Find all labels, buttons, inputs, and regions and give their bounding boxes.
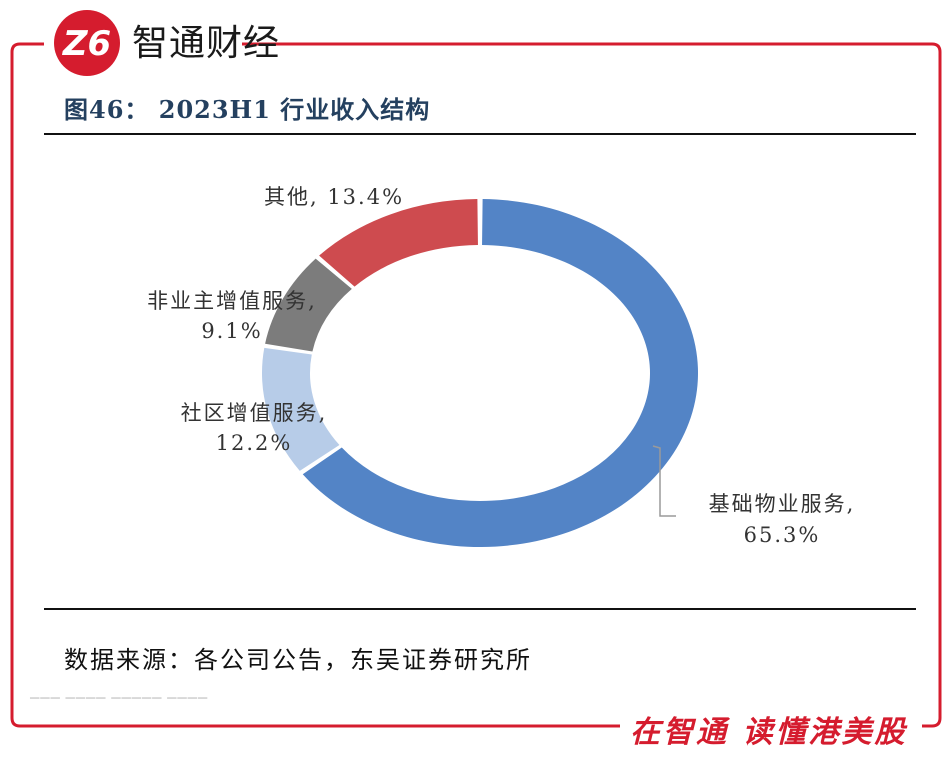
donut-slice-2	[265, 258, 352, 352]
source-note: 数据来源：各公司公告，东吴证券研究所	[64, 646, 532, 674]
figure-title: 图46： 2023H1 行业收入结构	[64, 95, 431, 124]
svg-text:Z6: Z6	[62, 24, 111, 64]
brand-name: 智通财经	[132, 23, 281, 64]
donut-chart: 基础物业服务, 65.3% 社区增值服务, 12.2% 非业主增值服务, 9.1% 其他, …	[147, 185, 856, 548]
top-rule	[44, 133, 916, 135]
slice-value-1: 12.2%	[216, 431, 293, 455]
donut-slice-3	[319, 199, 478, 287]
brand-logo-icon: Z6	[54, 10, 120, 76]
slice-label-3: 其他, 13.4%	[264, 185, 404, 209]
brand-slogan: 在智通 读懂港美股	[630, 715, 908, 750]
slice-value-0: 65.3%	[744, 523, 821, 547]
leader-line	[652, 445, 676, 517]
slice-label-2: 非业主增值服务,	[147, 289, 317, 313]
slice-label-0: 基础物业服务,	[709, 492, 856, 516]
slice-value-2: 9.1%	[201, 319, 262, 343]
slice-label-1: 社区增值服务,	[181, 401, 328, 425]
faint-footer-mark: ▁▁▁ ▁▁▁▁ ▁▁▁▁▁ ▁▁▁▁	[30, 685, 209, 699]
bottom-rule	[44, 608, 916, 610]
donut-slice-1	[262, 347, 340, 471]
